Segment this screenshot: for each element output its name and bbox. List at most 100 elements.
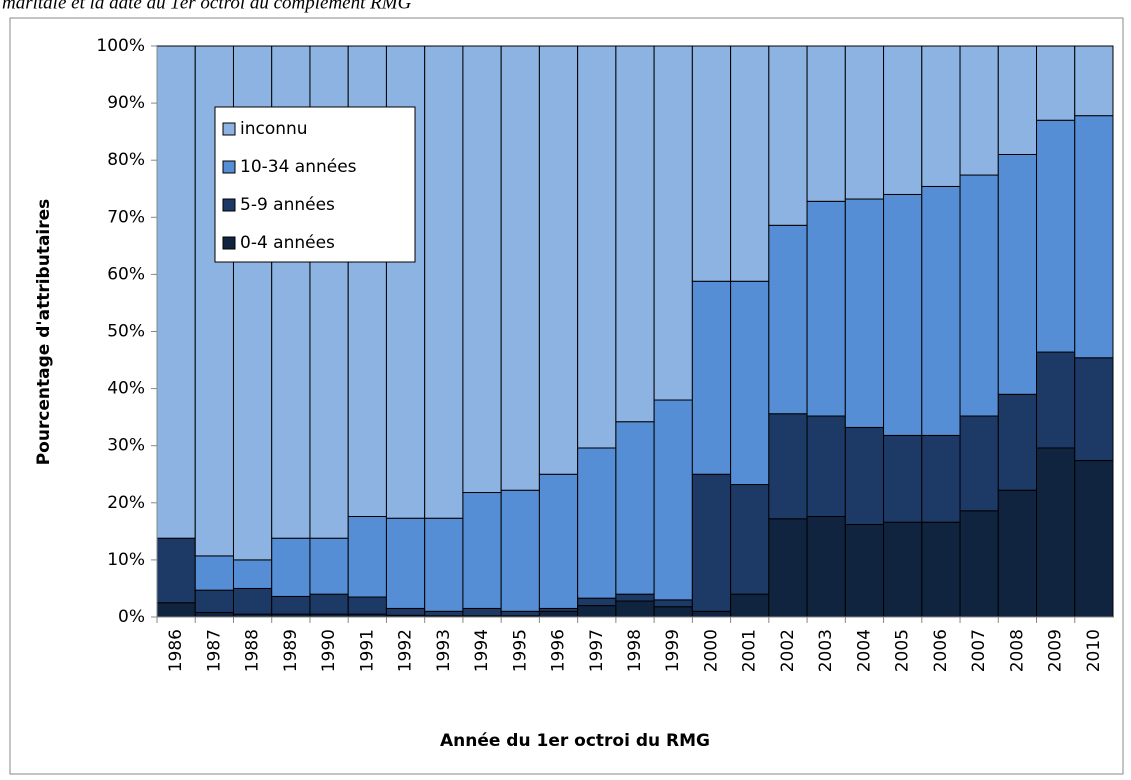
bar-segment xyxy=(385,607,426,616)
bar-segment xyxy=(424,517,464,612)
bar-segment xyxy=(347,596,387,615)
bar-segment xyxy=(577,45,617,449)
bar-segment xyxy=(424,45,464,519)
y-tick-label: 70% xyxy=(107,207,145,227)
bar-segment xyxy=(806,200,846,417)
bar-segment xyxy=(691,45,732,282)
bar-segment xyxy=(768,518,808,618)
bar-segment xyxy=(768,224,808,415)
x-tick-label: 1999 xyxy=(663,629,683,672)
legend-swatch xyxy=(222,160,236,174)
chart-frame xyxy=(9,17,1124,775)
x-tick-label: 1988 xyxy=(243,629,263,672)
x-tick-label: 1986 xyxy=(166,629,186,672)
bar-segment xyxy=(194,589,234,613)
x-tick-label: 1994 xyxy=(472,629,492,672)
legend-label: 0-4 années xyxy=(240,233,335,253)
bar-segment xyxy=(921,185,961,436)
bar-segment xyxy=(462,492,502,609)
bar-segment xyxy=(424,610,464,617)
bar-segment xyxy=(997,393,1038,491)
x-tick-label: 2008 xyxy=(1007,629,1027,672)
bar-segment xyxy=(156,602,196,618)
bar-segment xyxy=(232,559,273,589)
bar-segment xyxy=(691,473,732,612)
x-tick-label: 2006 xyxy=(931,629,951,672)
x-tick-label: 1992 xyxy=(396,629,416,672)
bar-segment xyxy=(921,434,961,523)
bar-segment xyxy=(653,606,693,618)
x-tick-label: 2003 xyxy=(816,629,836,672)
legend-label: inconnu xyxy=(240,119,308,139)
legend-swatch xyxy=(222,236,236,250)
x-tick-label: 2010 xyxy=(1084,629,1104,672)
legend-label: 5-9 années xyxy=(240,195,335,215)
bar-segment xyxy=(883,45,923,195)
x-tick-label: 2007 xyxy=(969,629,989,672)
bar-segment xyxy=(844,198,885,428)
x-tick-label: 2002 xyxy=(778,629,798,672)
y-tick-label: 50% xyxy=(107,322,145,342)
x-tick-label: 2009 xyxy=(1046,629,1066,672)
legend-box xyxy=(214,106,416,263)
bar-segment xyxy=(730,280,770,486)
bar-segment xyxy=(806,516,846,618)
bar-segment xyxy=(997,153,1038,395)
bar-segment xyxy=(730,484,770,595)
bar-segment xyxy=(921,45,961,187)
bar-segment xyxy=(577,597,617,607)
bar-segment xyxy=(1036,351,1076,449)
bar-segment xyxy=(1074,115,1114,359)
bar-segment xyxy=(615,600,655,618)
bar-segment xyxy=(194,611,234,618)
y-tick-label: 90% xyxy=(107,93,145,113)
x-tick-label: 1989 xyxy=(281,629,301,672)
x-tick-label: 2005 xyxy=(893,629,913,672)
bar-segment xyxy=(1074,45,1114,117)
bar-segment xyxy=(844,45,885,200)
bar-segment xyxy=(1074,357,1114,462)
y-tick-label: 10% xyxy=(107,550,145,570)
x-tick-label: 1991 xyxy=(357,629,377,672)
bar-segment xyxy=(691,610,732,618)
bar-segment xyxy=(997,489,1038,618)
bar-segment xyxy=(577,605,617,618)
bar-segment xyxy=(615,421,655,595)
bar-segment xyxy=(538,45,579,475)
x-tick-label: 2001 xyxy=(740,629,760,672)
caption: maritale et la date du 1er octroi du com… xyxy=(2,0,412,13)
bar-segment xyxy=(959,415,999,512)
bar-segment xyxy=(309,537,349,595)
bar-segment xyxy=(538,610,579,618)
y-axis-title: Pourcentage d'attributaires xyxy=(34,199,54,466)
x-tick-label: 1990 xyxy=(319,629,339,672)
y-tick-label: 80% xyxy=(107,150,145,170)
bar-segment xyxy=(806,45,846,202)
bar-segment xyxy=(271,595,311,615)
x-tick-label: 1995 xyxy=(510,629,530,672)
x-tick-label: 1996 xyxy=(549,629,569,672)
bar-segment xyxy=(615,593,655,602)
legend-swatch xyxy=(222,122,236,136)
bar-segment xyxy=(156,537,196,604)
y-tick-label: 40% xyxy=(107,379,145,399)
y-tick-label: 60% xyxy=(107,264,145,284)
x-tick-label: 1987 xyxy=(204,629,224,672)
x-axis-title: Année du 1er octroi du RMG xyxy=(440,731,710,751)
bar-segment xyxy=(1036,45,1076,121)
bar-segment xyxy=(691,280,732,475)
bar-segment xyxy=(844,426,885,525)
legend-label: 10-34 années xyxy=(240,157,357,177)
bar-segment xyxy=(959,510,999,618)
bar-segment xyxy=(653,599,693,608)
bar-segment xyxy=(385,517,426,609)
bar-segment xyxy=(1036,119,1076,353)
bar-segment xyxy=(768,45,808,226)
bar-segment xyxy=(156,45,196,539)
x-tick-label: 2004 xyxy=(854,629,874,672)
bar-segment xyxy=(538,473,579,609)
bar-segment xyxy=(500,610,540,617)
bar-segment xyxy=(959,45,999,176)
bar-segment xyxy=(1036,447,1076,618)
